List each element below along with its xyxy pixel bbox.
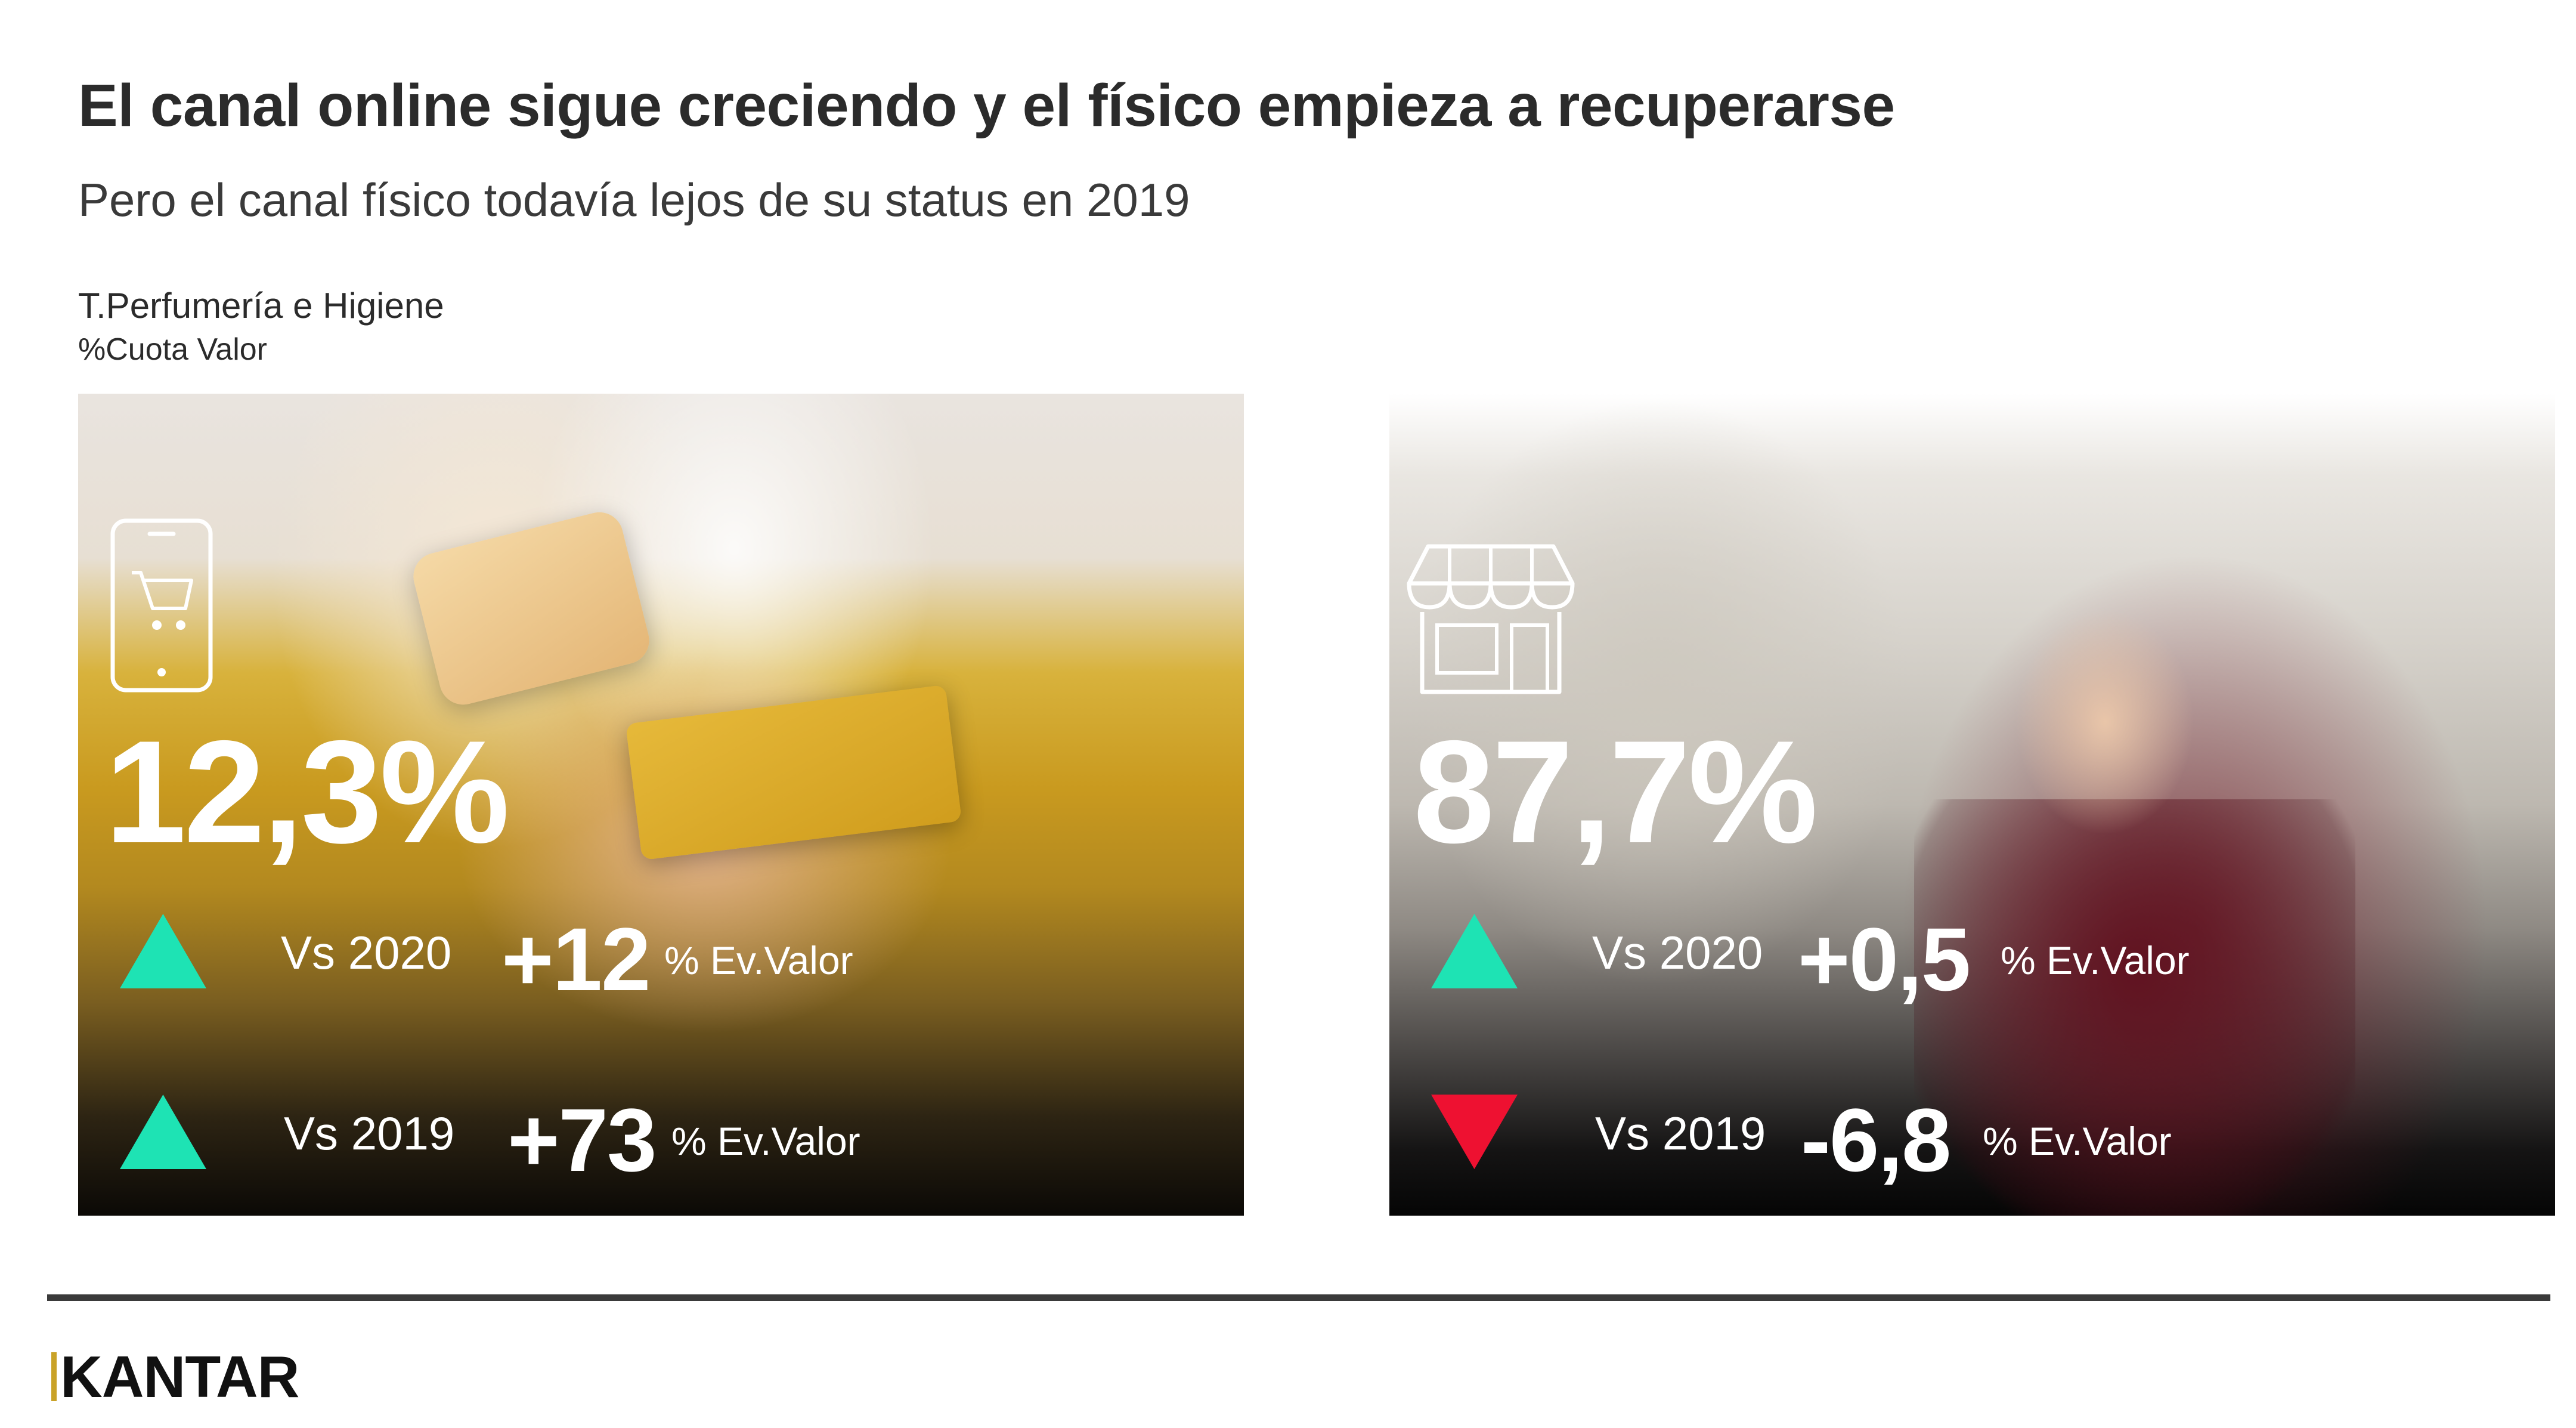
change-value: +73 <box>507 1090 657 1190</box>
up-triangle-icon <box>120 914 206 988</box>
online-channel-panel: 12,3% Vs 2020 +12 % Ev.Valor Vs 2019 +73… <box>78 394 1244 1216</box>
measure-label: %Cuota Valor <box>78 332 267 367</box>
physical-row-vs-2019: Vs 2019 -6,8 % Ev.Valor <box>1431 1089 2504 1190</box>
storefront-icon <box>1404 542 1577 697</box>
comparison-label: Vs 2020 <box>281 926 452 979</box>
change-unit: % Ev.Valor <box>2001 938 2190 982</box>
kantar-logo: KANTAR <box>51 1347 299 1407</box>
comparison-label: Vs 2019 <box>1595 1107 1766 1160</box>
mobile-shopping-cart-icon <box>108 516 215 695</box>
online-row-vs-2020: Vs 2020 +12 % Ev.Valor <box>120 908 1193 1009</box>
physical-row-vs-2020: Vs 2020 +0,5 % Ev.Valor <box>1431 908 2504 1009</box>
change-unit: % Ev.Valor <box>671 1119 860 1163</box>
change-unit: % Ev.Valor <box>664 938 853 982</box>
change-value: +0,5 <box>1798 909 1971 1009</box>
online-share-value: 12,3% <box>105 710 510 873</box>
change-value: -6,8 <box>1801 1090 1951 1190</box>
comparison-label: Vs 2019 <box>284 1107 455 1160</box>
page-title: El canal online sigue creciendo y el fís… <box>78 72 1895 139</box>
footer-divider <box>47 1294 2550 1301</box>
page-subtitle: Pero el canal físico todavía lejos de su… <box>78 174 1190 226</box>
logo-text: KANTAR <box>60 1344 299 1410</box>
comparison-label: Vs 2020 <box>1592 926 1763 979</box>
physical-channel-panel: 87,7% Vs 2020 +0,5 % Ev.Valor Vs 2019 -6… <box>1389 394 2555 1216</box>
up-triangle-icon <box>1431 914 1518 988</box>
category-label: T.Perfumería e Higiene <box>78 286 444 326</box>
change-unit: % Ev.Valor <box>1983 1119 2172 1163</box>
change-value: +12 <box>501 909 651 1009</box>
online-row-vs-2019: Vs 2019 +73 % Ev.Valor <box>120 1089 1193 1190</box>
down-triangle-icon <box>1431 1095 1518 1169</box>
up-triangle-icon <box>120 1095 206 1169</box>
physical-share-value: 87,7% <box>1413 710 1818 873</box>
